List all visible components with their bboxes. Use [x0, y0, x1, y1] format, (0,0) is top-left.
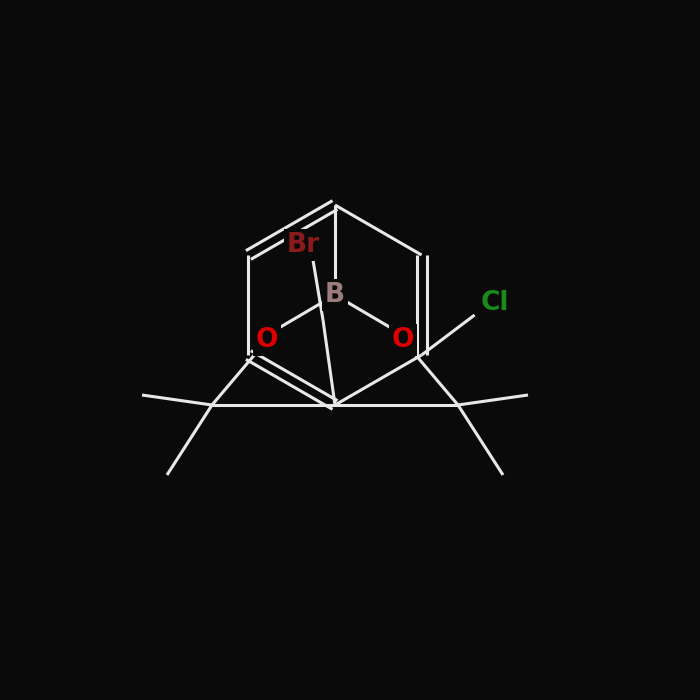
Text: O: O [256, 327, 279, 353]
Text: Br: Br [286, 232, 320, 258]
Text: Cl: Cl [480, 290, 509, 316]
Text: O: O [392, 327, 414, 353]
Text: B: B [325, 282, 345, 308]
